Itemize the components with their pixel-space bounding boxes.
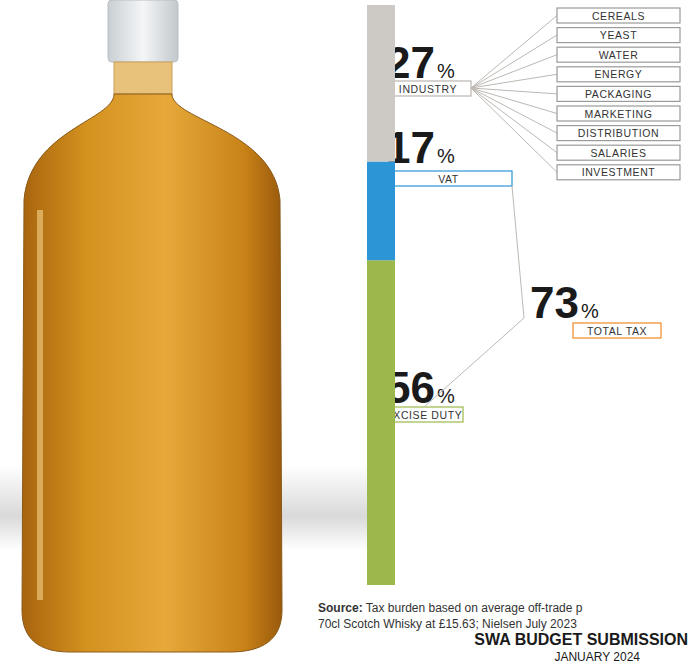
svg-text:27%: 27% <box>386 38 455 87</box>
svg-text:CEREALS: CEREALS <box>592 10 645 22</box>
svg-text:PACKAGING: PACKAGING <box>585 88 652 100</box>
svg-text:73%: 73% <box>530 278 599 327</box>
svg-text:WATER: WATER <box>599 49 639 61</box>
svg-text:EXCISE DUTY: EXCISE DUTY <box>386 409 463 421</box>
svg-text:INDUSTRY: INDUSTRY <box>399 83 457 95</box>
svg-text:TOTAL TAX: TOTAL TAX <box>587 325 647 337</box>
svg-text:ENERGY: ENERGY <box>595 68 643 80</box>
svg-text:YEAST: YEAST <box>600 29 637 41</box>
svg-text:56%: 56% <box>386 363 455 412</box>
svg-text:MARKETING: MARKETING <box>585 108 653 120</box>
svg-text:Source: Tax burden based on av: Source: Tax burden based on average off-… <box>318 601 583 615</box>
svg-text:INVESTMENT: INVESTMENT <box>582 166 656 178</box>
svg-text:17%: 17% <box>386 123 455 172</box>
svg-text:JANUARY 2024: JANUARY 2024 <box>554 650 640 664</box>
svg-text:VAT: VAT <box>438 173 459 185</box>
svg-text:SALARIES: SALARIES <box>590 147 646 159</box>
svg-text:70cl Scotch Whisky at £15.63;: 70cl Scotch Whisky at £15.63; Nielsen Ju… <box>318 617 577 631</box>
svg-text:DISTRIBUTION: DISTRIBUTION <box>578 127 659 139</box>
svg-text:SWA BUDGET SUBMISSION: SWA BUDGET SUBMISSION <box>474 631 688 648</box>
